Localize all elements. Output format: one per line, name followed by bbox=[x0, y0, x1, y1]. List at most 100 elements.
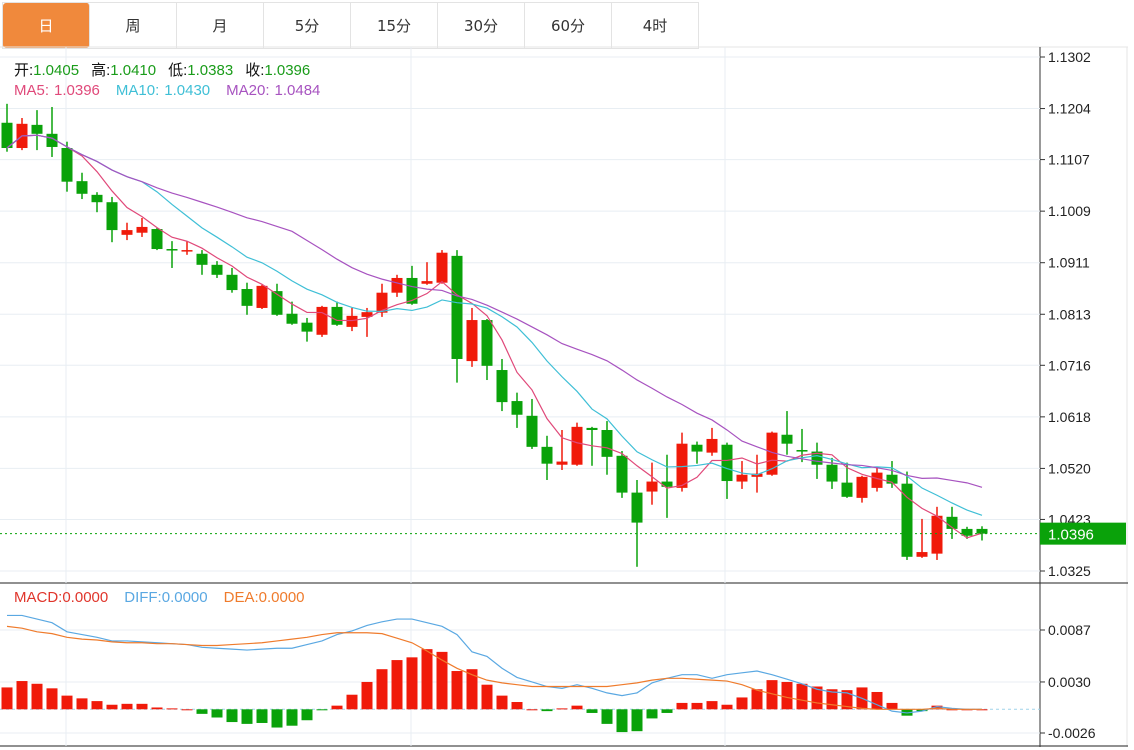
macd-legend: MACD:0.0000 DIFF:0.0000 DEA:0.0000 bbox=[14, 589, 321, 606]
candle-body bbox=[781, 434, 793, 444]
candle bbox=[241, 282, 253, 315]
tab-3[interactable]: 5分 bbox=[264, 3, 351, 48]
macd-bar bbox=[271, 709, 283, 728]
candle bbox=[286, 301, 298, 325]
candle-body bbox=[106, 202, 118, 231]
y-tick-label: 1.1204 bbox=[1048, 101, 1091, 117]
candle-body bbox=[676, 443, 688, 488]
macd-bar bbox=[721, 704, 733, 710]
macd-bar bbox=[751, 689, 763, 710]
candle bbox=[106, 196, 118, 243]
candle bbox=[121, 222, 133, 241]
candle bbox=[361, 307, 373, 337]
macd-bar bbox=[916, 709, 928, 712]
macd-y-tick-label: -0.0026 bbox=[1048, 725, 1096, 741]
macd-bar bbox=[541, 709, 553, 712]
candle-body bbox=[46, 133, 58, 147]
candle bbox=[331, 301, 343, 326]
y-tick-label: 1.0716 bbox=[1048, 357, 1091, 373]
candle bbox=[676, 432, 688, 492]
macd-bar bbox=[691, 702, 703, 710]
candle-body bbox=[841, 482, 853, 497]
y-tick-label: 1.0911 bbox=[1048, 255, 1090, 271]
candle bbox=[631, 479, 643, 567]
ma-legend: MA5: 1.0396 MA10: 1.0430 MA20: 1.0484 bbox=[14, 82, 336, 99]
macd-bar bbox=[286, 709, 298, 726]
candle-body bbox=[616, 455, 628, 493]
candle-body bbox=[586, 427, 598, 431]
macd-bar bbox=[316, 709, 328, 711]
candle bbox=[571, 422, 583, 466]
macd-bar bbox=[871, 691, 883, 710]
macd-bar bbox=[616, 709, 628, 733]
candle bbox=[661, 454, 673, 518]
candle-body bbox=[196, 253, 208, 265]
ohlc_legend-label: 收: bbox=[245, 62, 265, 79]
macd-bar bbox=[91, 701, 103, 710]
ma_legend-value: 1.0430 bbox=[164, 82, 211, 99]
macd-bar bbox=[646, 709, 658, 719]
candle-body bbox=[721, 444, 733, 482]
tab-0[interactable]: 日 bbox=[3, 3, 90, 48]
candle bbox=[541, 435, 553, 480]
ohlc_legend-value: 1.0383 bbox=[187, 62, 234, 79]
ohlc_legend-value: 1.0410 bbox=[110, 62, 157, 79]
period-tabs: 日周月 5分 15分 30分 60分 4时 bbox=[2, 2, 699, 49]
candle-body bbox=[946, 516, 958, 529]
candle bbox=[526, 398, 538, 449]
macd-bar bbox=[211, 709, 223, 718]
candle-body bbox=[526, 415, 538, 447]
macd_legend-value: 0.0000 bbox=[161, 589, 208, 606]
tab-2[interactable]: 月 bbox=[177, 3, 264, 48]
tab-4[interactable]: 15分 bbox=[351, 3, 438, 48]
current-price-badge bbox=[1040, 522, 1126, 545]
tab-5[interactable]: 30分 bbox=[438, 3, 525, 48]
macd-bar bbox=[631, 709, 643, 732]
candle-body bbox=[496, 370, 508, 403]
macd-bar bbox=[136, 703, 148, 710]
macd-bar bbox=[436, 651, 448, 710]
macd-bar bbox=[226, 709, 238, 723]
y-tick-label: 1.1009 bbox=[1048, 203, 1091, 219]
candle bbox=[496, 358, 508, 412]
macd-bar bbox=[526, 709, 538, 711]
candle-body bbox=[121, 230, 133, 235]
candle-body bbox=[811, 451, 823, 465]
candle-body bbox=[316, 306, 328, 335]
candle-body bbox=[151, 229, 163, 250]
candle-body bbox=[646, 481, 658, 492]
candle-body bbox=[571, 426, 583, 465]
candle bbox=[871, 467, 883, 492]
macd-bar bbox=[46, 688, 58, 710]
tab-6[interactable]: 60分 bbox=[525, 3, 612, 48]
ohlc_legend-label: 高: bbox=[91, 62, 111, 79]
candle-body bbox=[241, 289, 253, 306]
candle bbox=[61, 141, 73, 192]
candle bbox=[901, 471, 913, 560]
candle-body bbox=[391, 277, 403, 293]
candle bbox=[451, 250, 463, 383]
candle-body bbox=[691, 444, 703, 452]
dea-line bbox=[6, 625, 982, 710]
candle-body bbox=[961, 528, 973, 536]
y-tick-label: 1.0325 bbox=[1048, 563, 1091, 579]
tab-7[interactable]: 4时 bbox=[612, 3, 699, 48]
candle-body bbox=[886, 474, 898, 484]
candle-body bbox=[331, 306, 343, 325]
candle bbox=[136, 217, 148, 237]
candle-body bbox=[916, 552, 928, 557]
macd-bar bbox=[121, 703, 133, 710]
candle-body bbox=[136, 226, 148, 233]
candle bbox=[421, 262, 433, 285]
macd-bar bbox=[511, 702, 523, 710]
macd-y-tick-label: 0.0030 bbox=[1048, 674, 1091, 690]
candle bbox=[316, 305, 328, 337]
candle-body bbox=[736, 474, 748, 482]
y-tick-label: 1.1107 bbox=[1048, 152, 1090, 168]
candle-body bbox=[826, 464, 838, 482]
candle-body bbox=[451, 255, 463, 359]
tab-1[interactable]: 周 bbox=[90, 3, 177, 48]
candle-body bbox=[406, 277, 418, 304]
candle-body bbox=[766, 432, 778, 475]
candle-body bbox=[226, 274, 238, 291]
